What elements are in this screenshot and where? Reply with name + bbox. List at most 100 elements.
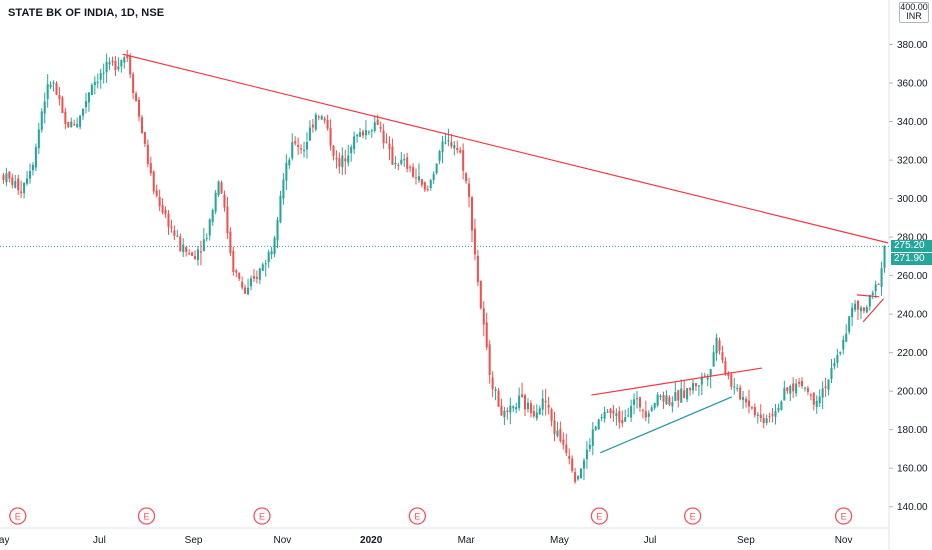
candle-body <box>795 383 798 394</box>
candle-body <box>571 458 574 471</box>
candle-body <box>137 99 141 117</box>
candle-body <box>712 352 715 367</box>
y-tick-label: 200.00 <box>897 387 928 398</box>
candle-body <box>582 460 585 469</box>
candle-body <box>579 468 583 478</box>
candle-body <box>11 177 14 186</box>
candle-body <box>476 256 479 283</box>
candle-body <box>273 237 276 255</box>
candle-body <box>647 413 650 417</box>
candle-body <box>117 66 120 70</box>
candle-body <box>526 402 530 410</box>
candle-body <box>689 388 692 391</box>
candle-body <box>824 386 827 388</box>
candle-body <box>244 287 247 294</box>
candle-body <box>606 411 609 413</box>
candle-body <box>417 176 420 181</box>
candle-body <box>249 278 253 287</box>
candle-body <box>730 374 733 387</box>
candle-body <box>220 182 223 194</box>
candle-body <box>70 121 73 128</box>
earnings-marker-icon <box>834 507 853 525</box>
trendline-3 <box>600 396 732 454</box>
candle-body <box>255 276 258 279</box>
candle-body <box>129 55 132 75</box>
candle-body <box>488 344 491 376</box>
candle-body <box>659 396 662 398</box>
candle-body <box>385 141 388 143</box>
candle-body <box>114 60 117 71</box>
candle-body <box>812 392 815 405</box>
candle-body <box>370 130 373 132</box>
candle-body <box>143 132 146 144</box>
currency-top-tick: 400.00 <box>900 2 928 12</box>
candle-body <box>67 121 70 128</box>
candle-body <box>465 173 468 182</box>
candle-body <box>821 388 824 398</box>
candle-body <box>815 400 818 408</box>
candle-body <box>747 400 751 407</box>
candle-body <box>99 72 102 80</box>
candle-body <box>506 410 509 413</box>
candle-body <box>211 210 214 223</box>
candle-body <box>58 94 61 100</box>
earnings-marker-icon <box>590 507 609 525</box>
candle-body <box>597 419 600 430</box>
candle-body <box>82 108 85 116</box>
currency-badge[interactable]: 400.00 INR <box>899 2 929 23</box>
candle-body <box>229 231 232 254</box>
candle-body <box>556 430 559 437</box>
candle-body <box>26 178 29 184</box>
earnings-marker-icon <box>9 507 27 525</box>
candle-body <box>809 394 812 396</box>
candle-body <box>364 130 367 136</box>
candle-body <box>432 173 435 180</box>
candle-body <box>615 413 618 417</box>
candle-body <box>305 142 309 150</box>
candle-body <box>52 82 55 84</box>
candle-body <box>329 127 332 146</box>
candle-body <box>397 164 400 166</box>
prev-price-tag: 271.90 <box>891 253 932 266</box>
y-tick-label: 240.00 <box>897 310 928 321</box>
candle-body <box>665 395 668 405</box>
candle-body <box>37 129 40 149</box>
chart-title: STATE BK OF INDIA, 1D, NSE <box>8 7 165 19</box>
candle-body <box>524 395 527 410</box>
candle-body <box>585 449 588 460</box>
candle-body <box>326 119 329 129</box>
candle-body <box>609 409 612 414</box>
candle-body <box>34 147 37 168</box>
candle-body <box>149 163 152 174</box>
y-tick-label: 140.00 <box>897 502 928 513</box>
candle-body <box>603 411 606 419</box>
candle-body <box>126 56 129 58</box>
candle-body <box>656 394 659 406</box>
candle-body <box>84 101 88 108</box>
candle-body <box>232 251 235 273</box>
candle-body <box>199 251 202 253</box>
candle-body <box>727 373 730 377</box>
candle-body <box>317 116 320 118</box>
candle-body <box>541 398 544 410</box>
candle-body <box>420 179 423 185</box>
candle-body <box>441 141 444 153</box>
candle-body <box>588 444 591 449</box>
candle-body <box>388 143 391 150</box>
candle-body <box>697 385 700 387</box>
candle-body <box>303 149 306 152</box>
candle-body <box>28 171 32 179</box>
candle-body <box>90 84 93 96</box>
candle-body <box>641 409 644 411</box>
candle-body <box>550 409 553 422</box>
candle-body <box>538 408 541 415</box>
candle-body <box>158 196 161 207</box>
candle-body <box>803 387 806 389</box>
candle-body <box>382 130 385 144</box>
candle-body <box>73 124 76 126</box>
candle-body <box>715 337 718 354</box>
candle-body <box>214 192 217 212</box>
candle-body <box>179 236 182 252</box>
candle-body <box>205 238 208 240</box>
